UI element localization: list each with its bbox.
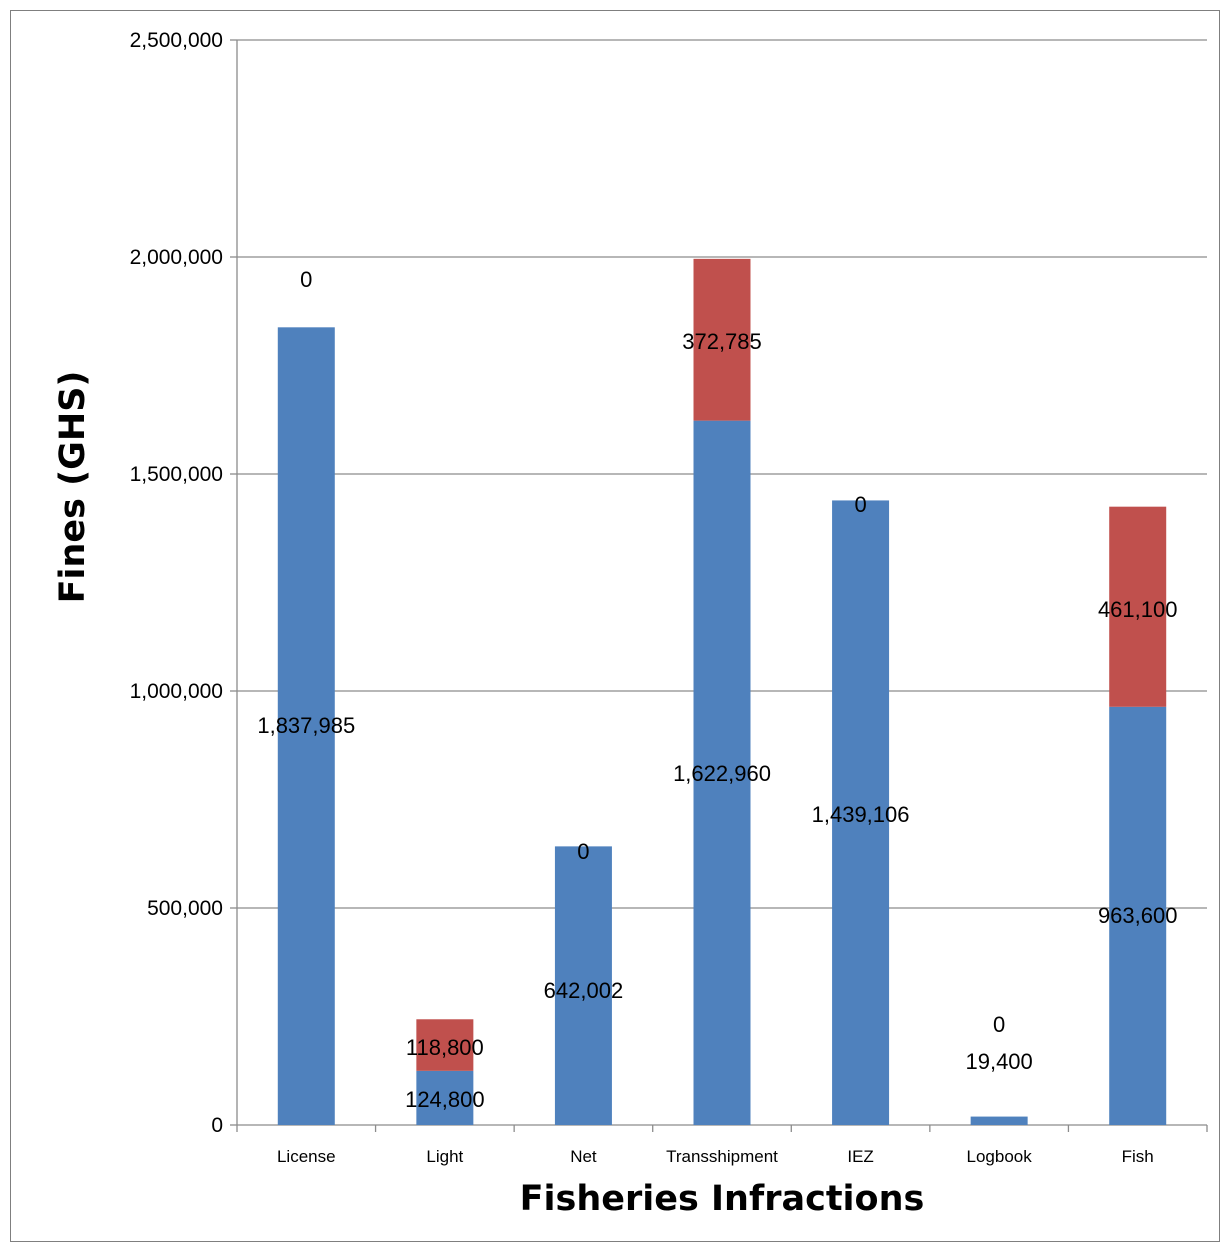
y-tick-label: 500,000 [147, 897, 223, 920]
data-label-series-1: 1,622,960 [673, 761, 771, 786]
bar-segment-series-1 [832, 500, 890, 1126]
data-label-series-2: 118,800 [406, 1035, 484, 1060]
x-tick-label: Transshipment [666, 1147, 778, 1166]
x-tick-label: License [277, 1147, 336, 1166]
x-tick-label: Light [426, 1147, 463, 1166]
chart-frame [10, 10, 1220, 1242]
data-label-series-2: 0 [577, 839, 589, 864]
y-tick-label: 2,500,000 [130, 29, 223, 52]
bar-segment-series-1 [1109, 706, 1167, 1125]
x-tick-label: Net [570, 1147, 597, 1166]
bar-segment-series-2 [1109, 506, 1167, 707]
data-labels: 1,837,985 0 124,800 118,800 642,002 0 1,622,96… [257, 267, 1177, 1112]
y-axis-title: Fines (GHS) [53, 371, 93, 604]
y-tick-label: 2,000,000 [130, 246, 223, 269]
bar-segment-series-1 [693, 420, 751, 1125]
bar-segment-series-1 [416, 1070, 474, 1125]
tick-labels: 0 500,000 1,000,000 1,500,000 2,000,000 2,500… [130, 29, 1154, 1166]
bar-segment-series-2 [416, 1019, 474, 1071]
y-tick-label: 1,000,000 [130, 680, 223, 703]
bars [277, 258, 1167, 1126]
bar-segment-series-2 [693, 258, 751, 421]
data-label-series-1: 642,002 [544, 978, 624, 1003]
bar-segment-series-1 [554, 846, 612, 1125]
x-axis-title: Fisheries Infractions [520, 1179, 925, 1219]
data-label-series-2: 461,100 [1098, 597, 1178, 622]
x-tick-label: Fish [1122, 1147, 1154, 1166]
data-label-series-2: 0 [300, 267, 312, 292]
data-label-series-2: 0 [854, 492, 866, 517]
data-label-series-2: 372,785 [682, 329, 762, 354]
data-label-series-2: 0 [993, 1012, 1005, 1037]
x-tick-label: IEZ [847, 1147, 873, 1166]
data-label-series-1: 1,837,985 [257, 713, 355, 738]
data-label-series-1: 19,400 [965, 1049, 1032, 1074]
bar-segment-series-1 [277, 327, 335, 1125]
y-tick-label: 0 [211, 1114, 223, 1137]
data-label-series-1: 124,800 [405, 1087, 485, 1112]
bar-segment-series-1 [970, 1116, 1028, 1125]
data-label-series-1: 963,600 [1098, 903, 1178, 928]
y-tick-label: 1,500,000 [130, 463, 223, 486]
data-label-series-1: 1,439,106 [812, 802, 910, 827]
x-tick-label: Logbook [967, 1147, 1033, 1166]
